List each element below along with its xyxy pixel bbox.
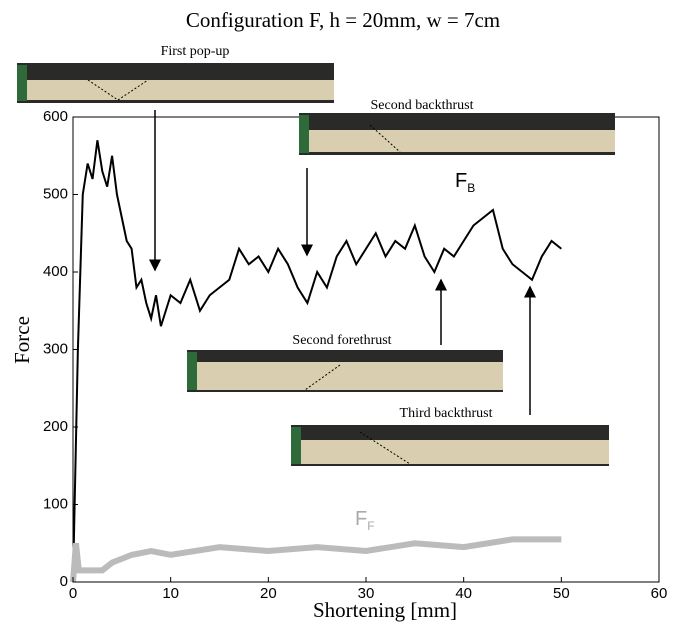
y-tick-label: 400	[43, 263, 68, 280]
series-label-sub: F	[367, 519, 374, 533]
series-label-main: F	[455, 170, 467, 192]
y-tick-label: 0	[60, 573, 68, 590]
x-tick-label: 20	[260, 585, 277, 602]
chart-title: Configuration F, h = 20mm, w = 7cm	[186, 8, 500, 32]
annotation: Second backthrust	[370, 98, 473, 113]
x-tick-label: 30	[358, 585, 375, 602]
series-label-sub: B	[467, 181, 475, 195]
y-tick-label: 200	[43, 418, 68, 435]
series-label: FF	[355, 508, 375, 533]
x-tick-label: 10	[162, 585, 179, 602]
y-tick-label: 300	[43, 340, 68, 357]
photo	[17, 63, 334, 103]
annotation: Third backthrust	[400, 406, 493, 421]
x-tick-label: 40	[455, 585, 472, 602]
series-label: FB	[455, 170, 475, 195]
x-tick-label: 50	[553, 585, 570, 602]
x-tick-label: 0	[69, 585, 77, 602]
series-label-main: F	[355, 508, 367, 530]
series-line	[72, 140, 562, 583]
x-axis-label: Shortening [mm]	[313, 598, 457, 622]
photo	[187, 350, 503, 392]
plot-area	[70, 140, 562, 583]
series-line	[70, 536, 562, 583]
photo-insets	[17, 63, 615, 466]
photo	[291, 425, 609, 466]
annotation: First pop-up	[161, 44, 230, 59]
x-tick-label: 60	[651, 585, 668, 602]
y-tick-label: 500	[43, 185, 68, 202]
y-tick-label: 100	[43, 495, 68, 512]
y-tick-label: 600	[43, 108, 68, 125]
annotation: Second forethrust	[292, 333, 391, 348]
y-axis-label: Force	[10, 316, 34, 364]
photo	[299, 113, 615, 155]
arrows	[149, 110, 536, 415]
